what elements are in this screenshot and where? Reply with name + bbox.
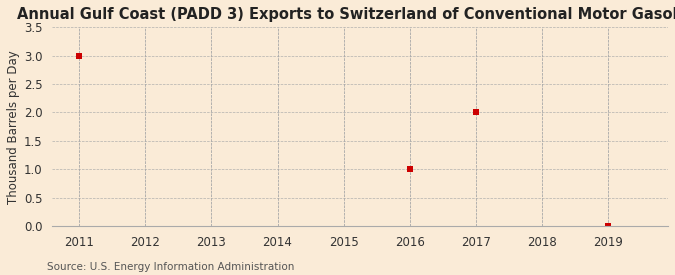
Text: Source: U.S. Energy Information Administration: Source: U.S. Energy Information Administ… [47,262,294,272]
Title: Annual Gulf Coast (PADD 3) Exports to Switzerland of Conventional Motor Gasoline: Annual Gulf Coast (PADD 3) Exports to Sw… [18,7,675,22]
Y-axis label: Thousand Barrels per Day: Thousand Barrels per Day [7,50,20,204]
